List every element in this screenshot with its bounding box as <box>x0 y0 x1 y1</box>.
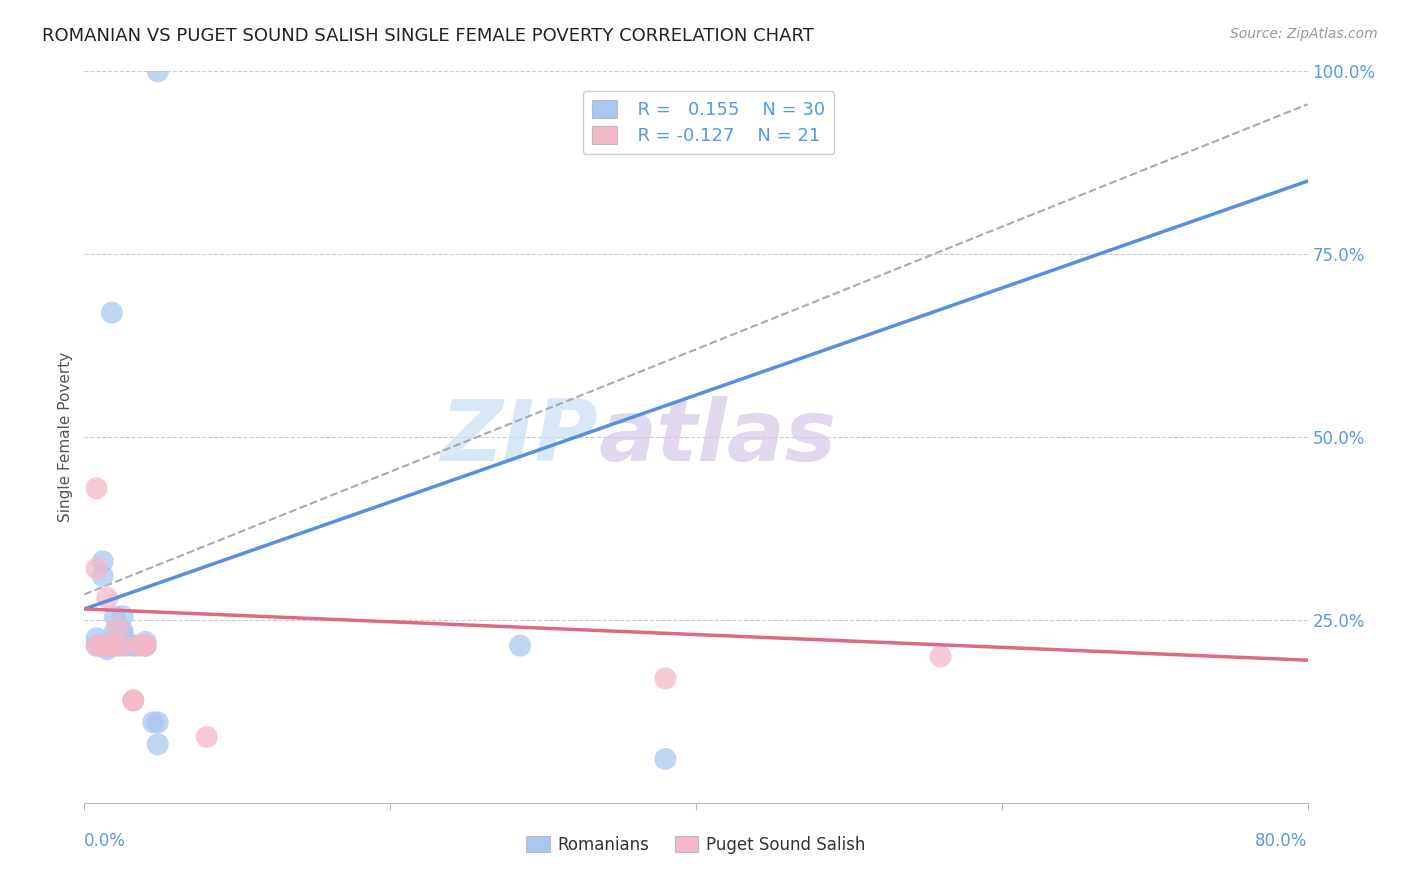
Legend: Romanians, Puget Sound Salish: Romanians, Puget Sound Salish <box>519 829 873 860</box>
Point <box>135 639 157 653</box>
Point <box>89 639 111 653</box>
Point <box>122 693 145 707</box>
Point <box>135 639 157 653</box>
Point <box>929 649 952 664</box>
Point <box>146 737 169 751</box>
Point <box>195 730 218 744</box>
Text: ZIP: ZIP <box>440 395 598 479</box>
Point <box>654 672 676 686</box>
Point <box>91 569 114 583</box>
Point <box>131 639 153 653</box>
Point <box>146 715 169 730</box>
Text: 80.0%: 80.0% <box>1256 832 1308 850</box>
Point <box>96 639 118 653</box>
Point <box>96 591 118 605</box>
Point <box>127 639 149 653</box>
Point <box>142 715 165 730</box>
Point <box>101 306 124 320</box>
Point <box>107 639 129 653</box>
Point <box>86 639 108 653</box>
Y-axis label: Single Female Poverty: Single Female Poverty <box>58 352 73 522</box>
Point <box>107 639 129 653</box>
Point <box>91 639 114 653</box>
Point <box>104 609 127 624</box>
Point <box>101 639 124 653</box>
Point <box>135 635 157 649</box>
Text: 0.0%: 0.0% <box>84 832 127 850</box>
Point <box>111 639 134 653</box>
Point <box>86 639 108 653</box>
Point <box>96 642 118 657</box>
Point <box>91 639 114 653</box>
Point <box>111 627 134 641</box>
Point <box>115 639 138 653</box>
Point <box>101 639 124 653</box>
Text: Source: ZipAtlas.com: Source: ZipAtlas.com <box>1230 27 1378 41</box>
Point <box>146 64 169 78</box>
Point <box>122 639 145 653</box>
Point <box>86 562 108 576</box>
Point <box>111 609 134 624</box>
Point <box>101 639 124 653</box>
Point <box>91 554 114 568</box>
Point <box>101 639 124 653</box>
Point <box>111 624 134 638</box>
Point <box>104 624 127 638</box>
Point <box>107 620 129 634</box>
Point <box>104 639 127 653</box>
Point <box>135 639 157 653</box>
Point <box>509 639 531 653</box>
Point <box>86 481 108 495</box>
Point <box>96 639 118 653</box>
Point <box>86 632 108 646</box>
Point <box>122 693 145 707</box>
Text: ROMANIAN VS PUGET SOUND SALISH SINGLE FEMALE POVERTY CORRELATION CHART: ROMANIAN VS PUGET SOUND SALISH SINGLE FE… <box>42 27 814 45</box>
Point <box>122 639 145 653</box>
Text: atlas: atlas <box>598 395 837 479</box>
Point <box>654 752 676 766</box>
